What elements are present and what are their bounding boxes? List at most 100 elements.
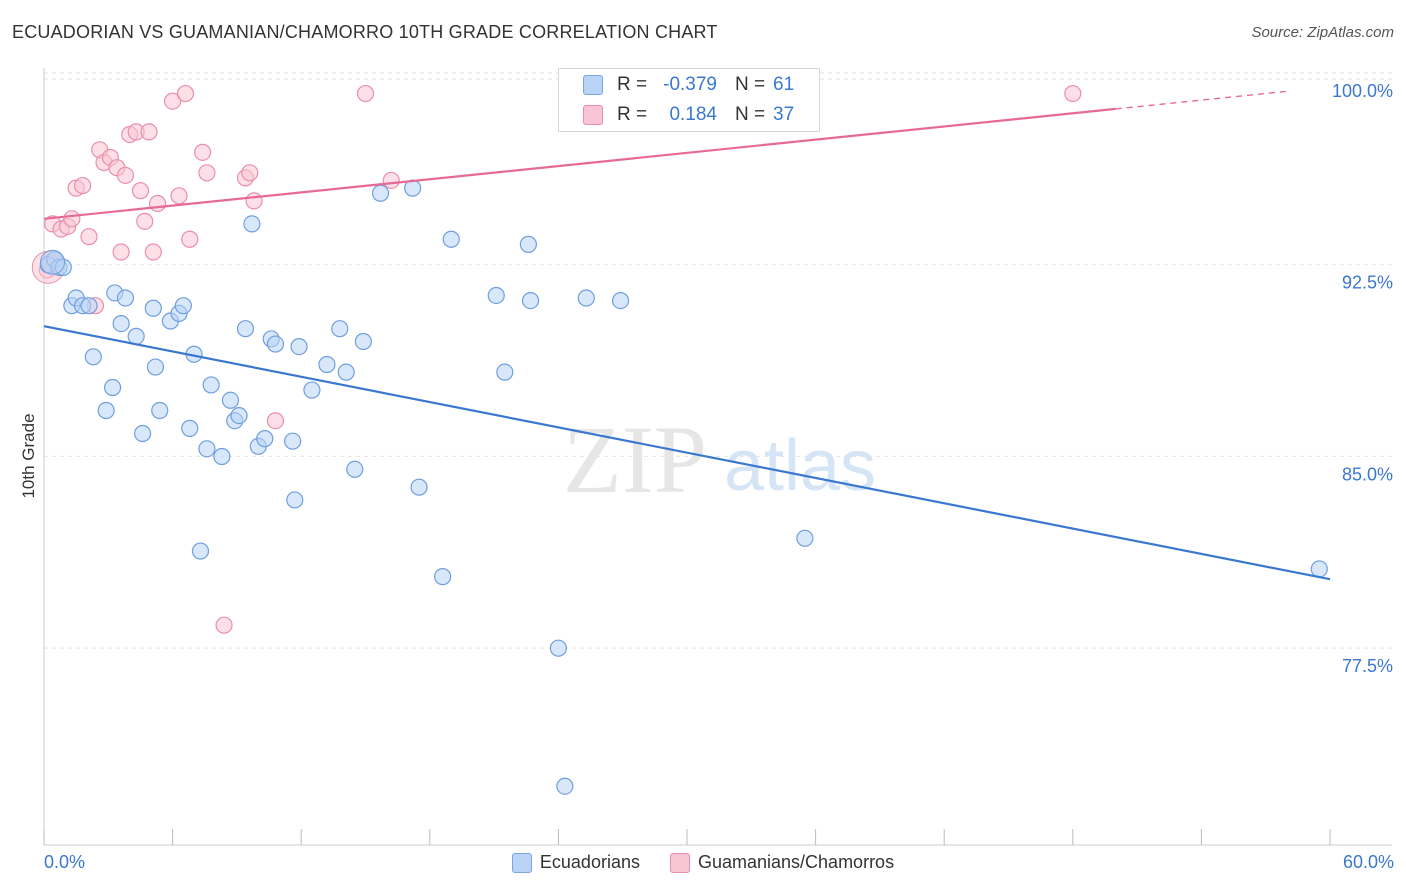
point-guamanians [136,212,154,230]
point-ecuadorians [243,215,261,233]
point-ecuadorians [331,320,349,338]
point-ecuadorians [577,289,595,307]
point-ecuadorians [174,297,192,315]
point-ecuadorians [284,432,302,450]
legend-label-guamanians: Guamanians/Chamorros [697,852,895,872]
point-guamanians [241,164,259,182]
point-ecuadorians [181,419,199,437]
y-tick-label: 85.0% [1342,464,1393,484]
point-guamanians [245,192,263,210]
point-ecuadorians [487,286,505,305]
n-label: N = [735,104,766,125]
source-credit: Source: ZipAtlas.com [1251,24,1394,41]
point-ecuadorians [496,363,514,381]
point-ecuadorians [221,391,240,409]
trend-line-guamanians-extension [1115,90,1288,110]
point-ecuadorians [103,378,122,397]
point-ecuadorians [151,401,169,420]
point-ecuadorians [371,184,390,202]
correlation-legend: R = -0.379 N = 61 R = 0.184 N = 37 [558,68,820,132]
y-tick-label: 77.5% [1342,656,1393,676]
legend-swatch-pink [583,105,603,125]
watermark-zip: ZIP [563,406,707,513]
point-ecuadorians-large [40,249,66,275]
point-ecuadorians [556,777,574,795]
point-ecuadorians [230,407,248,425]
point-ecuadorians [354,332,372,351]
point-guamanians [73,176,92,195]
point-guamanians [176,84,195,103]
point-ecuadorians [519,235,537,253]
point-ecuadorians [1310,560,1328,578]
point-guamanians [215,616,233,634]
r-label: R = [617,74,648,95]
point-ecuadorians [266,335,285,353]
r-value: -0.379 [663,74,717,95]
point-ecuadorians [318,355,336,374]
point-ecuadorians [191,542,210,560]
y-axis-label: 10th Grade [19,413,38,498]
point-ecuadorians [112,314,130,333]
legend-item-ecuadorians: Ecuadorians [511,852,640,873]
point-guamanians [164,92,182,110]
point-ecuadorians [796,529,814,547]
n-value: 37 [773,104,795,125]
point-guamanians [112,243,130,261]
point-ecuadorians [97,401,115,420]
trend-line-guamanians [43,107,1116,220]
gridlines [44,72,1392,649]
r-label: R = [617,104,648,125]
x-tick-label-min: 0.0% [44,852,86,872]
point-guamanians [181,230,199,248]
axes [43,68,1392,846]
point-guamanians [356,84,375,103]
point-guamanians [148,194,167,213]
point-guamanians [131,182,150,200]
x-tick-label-max: 60.0% [1342,852,1394,872]
legend-row-guamanians: R = 0.184 N = 37 [559,100,819,130]
point-ecuadorians [144,299,162,317]
point-guamanians [140,123,158,141]
legend-swatch-pink [669,852,690,873]
point-ecuadorians [80,297,98,315]
r-value: 0.184 [669,104,717,125]
point-ecuadorians [198,440,216,458]
point-guamanians [80,228,98,246]
point-guamanians [144,243,162,261]
legend-item-guamanians: Guamanians/Chamorros [669,852,895,873]
point-ecuadorians [133,424,152,443]
point-guamanians [266,412,285,430]
point-ecuadorians [290,337,308,356]
n-label: N = [735,74,766,95]
n-value: 61 [773,74,795,95]
legend-label-ecuadorians: Ecuadorians [539,852,640,872]
point-ecuadorians [337,363,355,381]
point-guamanians [116,166,135,184]
point-guamanians [63,210,81,228]
point-ecuadorians [116,289,135,307]
y-tick-labels: 77.5% 85.0% 92.5% 100.0% [1332,81,1393,676]
point-ecuadorians [236,320,255,338]
trend-lines [43,90,1331,581]
point-guamanians [194,143,212,161]
point-ecuadorians [286,491,304,509]
point-ecuadorians [434,568,452,586]
trend-line-ecuadorians [43,325,1331,581]
bottom-legend: Ecuadorians Guamanians/Chamorros [0,852,1406,873]
legend-swatch-blue [583,75,603,95]
point-guamanians [198,164,216,182]
point-ecuadorians [146,358,165,376]
series-ecuadorians-points [39,179,1328,795]
legend-swatch-blue [511,852,532,873]
point-ecuadorians [213,447,231,466]
point-ecuadorians [521,291,540,310]
chart-title: ECUADORIAN VS GUAMANIAN/CHAMORRO 10TH GR… [12,22,718,42]
point-ecuadorians [127,327,145,345]
y-tick-label: 100.0% [1332,81,1393,101]
watermark-atlas: atlas [724,426,876,506]
legend-row-ecuadorians: R = -0.379 N = 61 [559,70,819,100]
point-ecuadorians [256,430,274,448]
point-guamanians [1064,84,1082,103]
point-ecuadorians [442,230,460,248]
